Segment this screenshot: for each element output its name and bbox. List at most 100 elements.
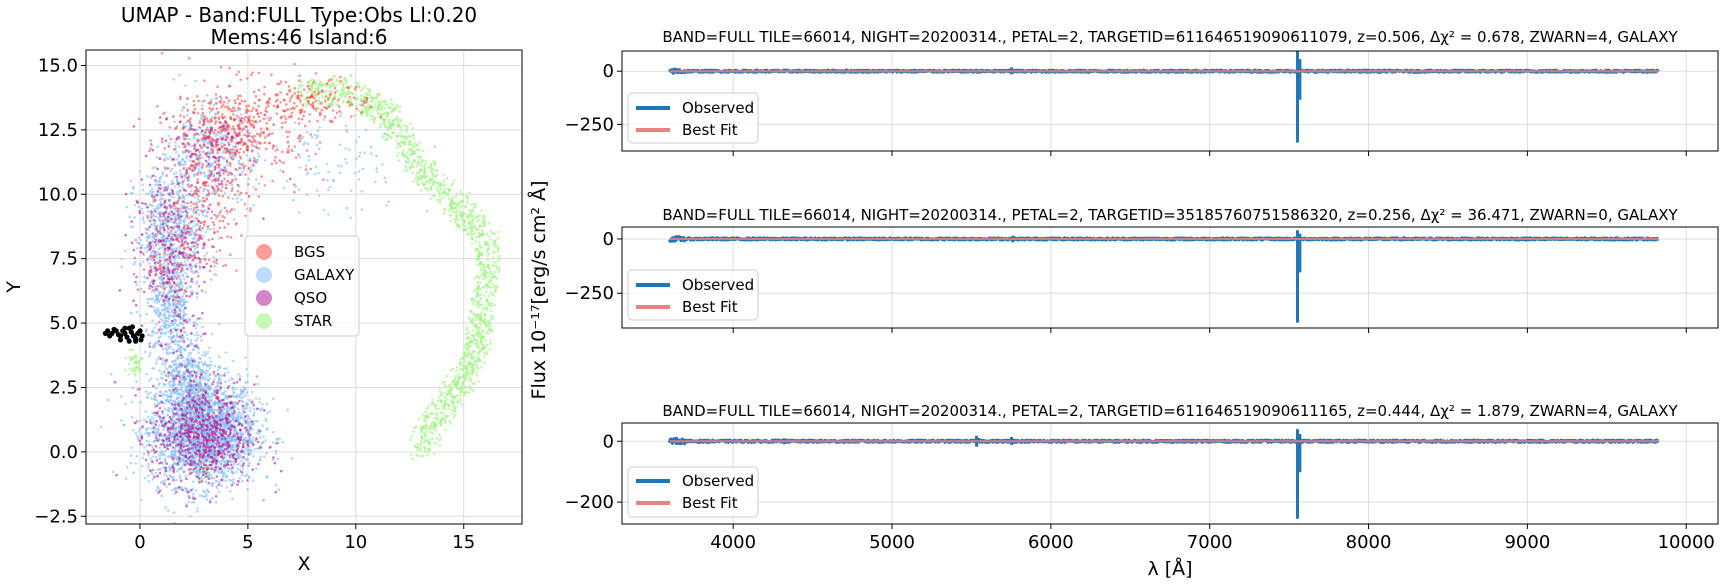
umap-point-galaxy	[174, 428, 177, 431]
umap-point-galaxy	[149, 190, 152, 193]
umap-point-galaxy	[164, 479, 167, 482]
umap-point-galaxy	[147, 474, 150, 477]
umap-point-galaxy	[181, 410, 184, 413]
umap-point-galaxy	[162, 429, 165, 432]
umap-point-star	[417, 443, 420, 446]
umap-point-galaxy	[199, 358, 202, 361]
umap-point-galaxy	[252, 479, 255, 482]
umap-point-galaxy	[160, 193, 163, 196]
umap-point-galaxy	[145, 410, 148, 413]
umap-point-galaxy	[130, 454, 133, 457]
umap-point-galaxy	[206, 126, 209, 129]
umap-point-galaxy	[251, 391, 254, 394]
umap-point-galaxy	[208, 158, 211, 161]
umap-point-galaxy	[218, 323, 221, 326]
umap-point-galaxy	[317, 135, 320, 138]
umap-point-galaxy	[147, 305, 150, 308]
umap-point-galaxy	[245, 404, 248, 407]
umap-point-galaxy	[230, 471, 233, 474]
umap-point-galaxy	[239, 397, 242, 400]
umap-point-star	[471, 223, 474, 226]
umap-point-galaxy	[233, 463, 236, 466]
umap-point-galaxy	[182, 123, 185, 126]
umap-point-galaxy	[192, 492, 195, 495]
umap-point-galaxy	[217, 384, 220, 387]
umap-point-galaxy	[147, 393, 150, 396]
umap-point-galaxy	[132, 186, 135, 189]
umap-point-galaxy	[155, 323, 158, 326]
umap-point-galaxy	[170, 307, 173, 310]
umap-point-galaxy	[204, 188, 207, 191]
umap-point-galaxy	[162, 419, 165, 422]
umap-point-star	[481, 229, 484, 232]
umap-point-galaxy	[235, 471, 238, 474]
umap-point-galaxy	[199, 381, 202, 384]
umap-title: UMAP - Band:FULL Type:Obs Ll:0.20	[121, 3, 477, 27]
umap-point-galaxy	[147, 396, 150, 399]
umap-point-galaxy	[231, 498, 234, 501]
umap-point-galaxy	[182, 158, 185, 161]
umap-point-galaxy	[238, 160, 241, 163]
umap-point-galaxy	[162, 480, 165, 483]
umap-point-galaxy	[132, 471, 135, 474]
umap-point-galaxy	[176, 272, 179, 275]
umap-point-galaxy	[258, 182, 261, 185]
umap-point-galaxy	[298, 211, 301, 214]
umap-point-galaxy	[224, 408, 227, 411]
umap-point-galaxy	[153, 223, 156, 226]
umap-point-galaxy	[294, 121, 297, 124]
umap-point-galaxy	[120, 258, 123, 261]
umap-point-galaxy	[235, 388, 238, 391]
umap-point-galaxy	[272, 431, 275, 434]
umap-point-galaxy	[183, 391, 186, 394]
umap-point-galaxy	[173, 450, 176, 453]
umap-point-galaxy	[201, 100, 204, 103]
umap-point-star	[468, 332, 471, 335]
umap-point-galaxy	[185, 157, 188, 160]
umap-point-star	[466, 202, 469, 205]
umap-point-galaxy	[149, 392, 152, 395]
umap-point-galaxy	[214, 375, 217, 378]
umap-point-galaxy	[178, 468, 181, 471]
umap-point-galaxy	[339, 143, 342, 146]
umap-point-galaxy	[173, 259, 176, 262]
umap-point-galaxy	[385, 204, 388, 207]
umap-point-star	[442, 196, 445, 199]
umap-point-galaxy	[158, 424, 161, 427]
umap-point-galaxy	[143, 281, 146, 284]
umap-point-galaxy	[252, 414, 255, 417]
umap-point-galaxy	[257, 447, 260, 450]
umap-point-galaxy	[170, 374, 173, 377]
umap-point-star	[411, 171, 414, 174]
umap-point-galaxy	[141, 208, 144, 211]
umap-point-galaxy	[182, 136, 185, 139]
umap-point-galaxy	[193, 209, 196, 212]
umap-point-galaxy	[161, 454, 164, 457]
umap-point-galaxy	[195, 381, 198, 384]
umap-point-galaxy	[160, 332, 163, 335]
umap-point-galaxy	[193, 236, 196, 239]
umap-point-galaxy	[182, 323, 185, 326]
umap-point-galaxy	[152, 244, 155, 247]
umap-point-galaxy	[179, 278, 182, 281]
umap-point-galaxy	[323, 118, 326, 121]
umap-point-galaxy	[158, 369, 161, 372]
umap-point-galaxy	[261, 407, 264, 410]
umap-point-galaxy	[207, 380, 210, 383]
umap-point-galaxy	[136, 247, 139, 250]
umap-point-star	[489, 339, 492, 342]
umap-point-galaxy	[183, 402, 186, 405]
umap-point-galaxy	[187, 208, 190, 211]
umap-point-galaxy	[183, 373, 186, 376]
umap-point-galaxy	[163, 303, 166, 306]
umap-point-galaxy	[168, 400, 171, 403]
umap-point-star	[315, 83, 318, 86]
umap-point-star	[420, 189, 423, 192]
umap-point-galaxy	[261, 403, 264, 406]
umap-point-galaxy	[374, 181, 377, 184]
umap-point-star	[470, 203, 473, 206]
umap-point-galaxy	[193, 173, 196, 176]
umap-point-galaxy	[163, 262, 166, 265]
umap-point-galaxy	[286, 408, 289, 411]
umap-point-galaxy	[222, 421, 225, 424]
